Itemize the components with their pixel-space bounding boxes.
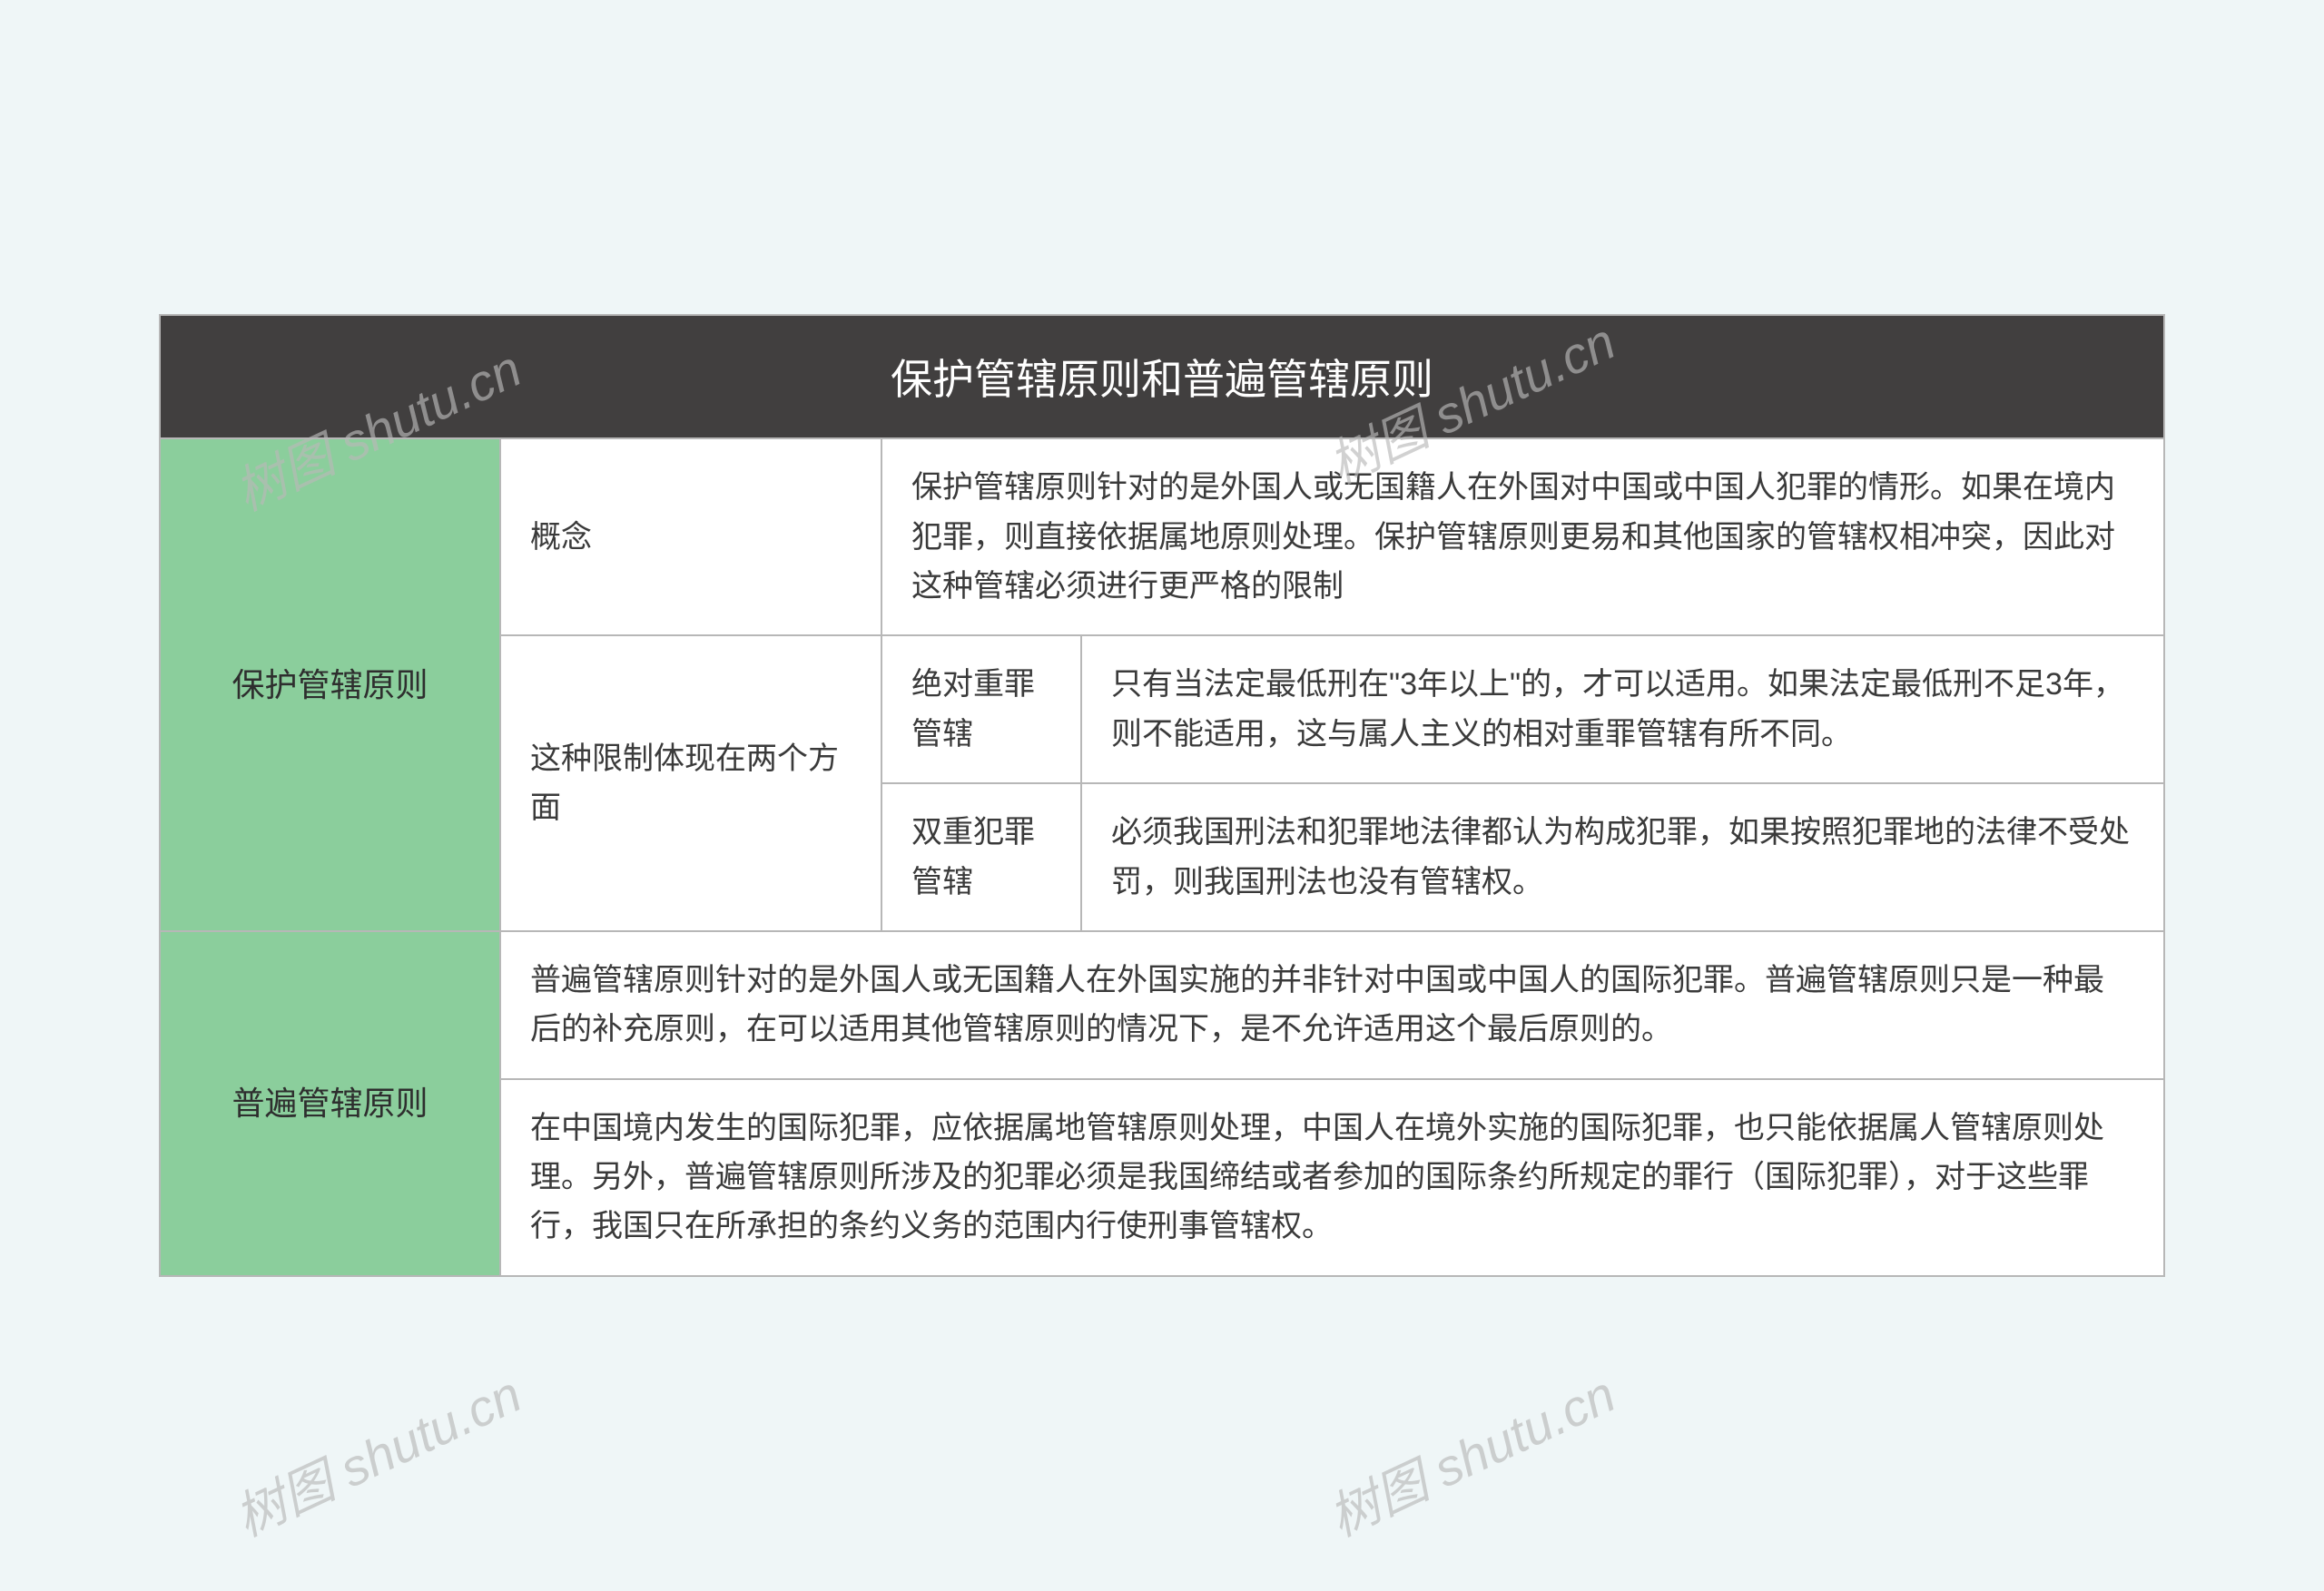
section2-row2-content: 在中国境内发生的国际犯罪，应依据属地管辖原则处理，中国人在境外实施的国际犯罪，也… bbox=[500, 1079, 2164, 1276]
watermark-4: 树图 shutu.cn bbox=[1315, 1354, 1626, 1551]
header-row: 保护管辖原则和普遍管辖原则 bbox=[160, 315, 2164, 438]
section1-label: 保护管辖原则 bbox=[160, 438, 500, 931]
section1-row2-label: 这种限制体现在两个方面 bbox=[500, 635, 881, 931]
section1-row1-content: 保护管辖原则针对的是外国人或无国籍人在外国对中国或中国人犯罪的情形。如果在境内犯… bbox=[881, 438, 2164, 635]
section1-sub1-label: 绝对重罪管辖 bbox=[881, 635, 1081, 783]
section1-row1-label: 概念 bbox=[500, 438, 881, 635]
watermark-3: 树图 shutu.cn bbox=[222, 1354, 532, 1551]
section1-sub1-content: 只有当法定最低刑在"3年以上"的，才可以适用。如果法定最低刑不足3年，则不能适用… bbox=[1081, 635, 2164, 783]
section2-row1: 普遍管辖原则 普遍管辖原则针对的是外国人或无国籍人在外国实施的并非针对中国或中国… bbox=[160, 931, 2164, 1079]
table-title: 保护管辖原则和普遍管辖原则 bbox=[160, 315, 2164, 438]
section1-sub2-label: 双重犯罪管辖 bbox=[881, 783, 1081, 931]
section2-row1-content: 普遍管辖原则针对的是外国人或无国籍人在外国实施的并非针对中国或中国人的国际犯罪。… bbox=[500, 931, 2164, 1079]
section2-label: 普遍管辖原则 bbox=[160, 931, 500, 1276]
section1-row1: 保护管辖原则 概念 保护管辖原则针对的是外国人或无国籍人在外国对中国或中国人犯罪… bbox=[160, 438, 2164, 635]
section1-sub2-content: 必须我国刑法和犯罪地法律都认为构成犯罪，如果按照犯罪地的法律不受处罚，则我国刑法… bbox=[1081, 783, 2164, 931]
jurisdiction-table: 保护管辖原则和普遍管辖原则 保护管辖原则 概念 保护管辖原则针对的是外国人或无国… bbox=[159, 314, 2165, 1277]
table-container: 保护管辖原则和普遍管辖原则 保护管辖原则 概念 保护管辖原则针对的是外国人或无国… bbox=[159, 314, 2165, 1277]
